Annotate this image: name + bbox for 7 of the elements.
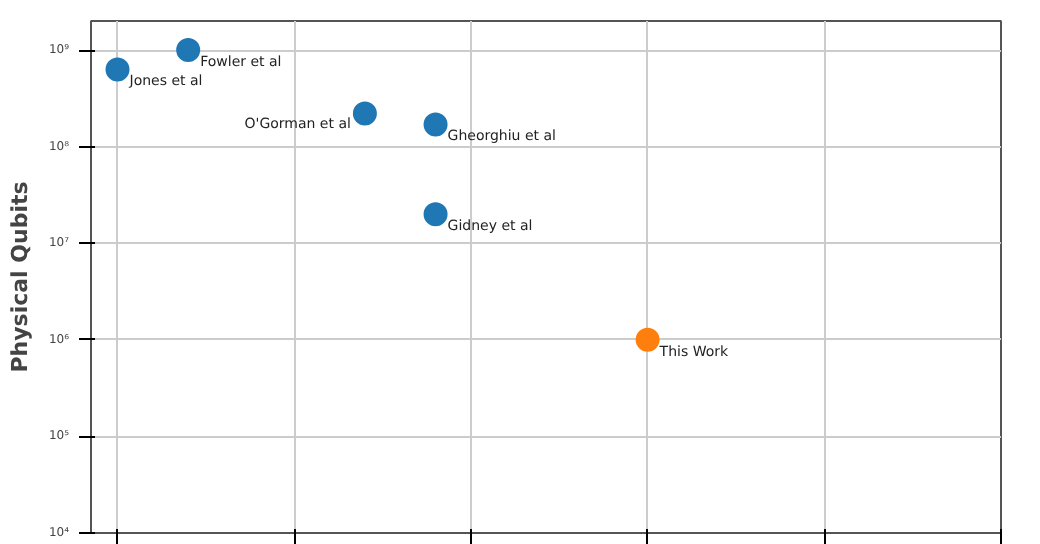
point — [352, 101, 377, 126]
point — [423, 202, 448, 227]
point — [423, 112, 448, 137]
point — [105, 57, 130, 82]
y-axis-title: Physical Qubits — [6, 180, 33, 373]
point — [635, 327, 660, 352]
point — [176, 38, 201, 63]
